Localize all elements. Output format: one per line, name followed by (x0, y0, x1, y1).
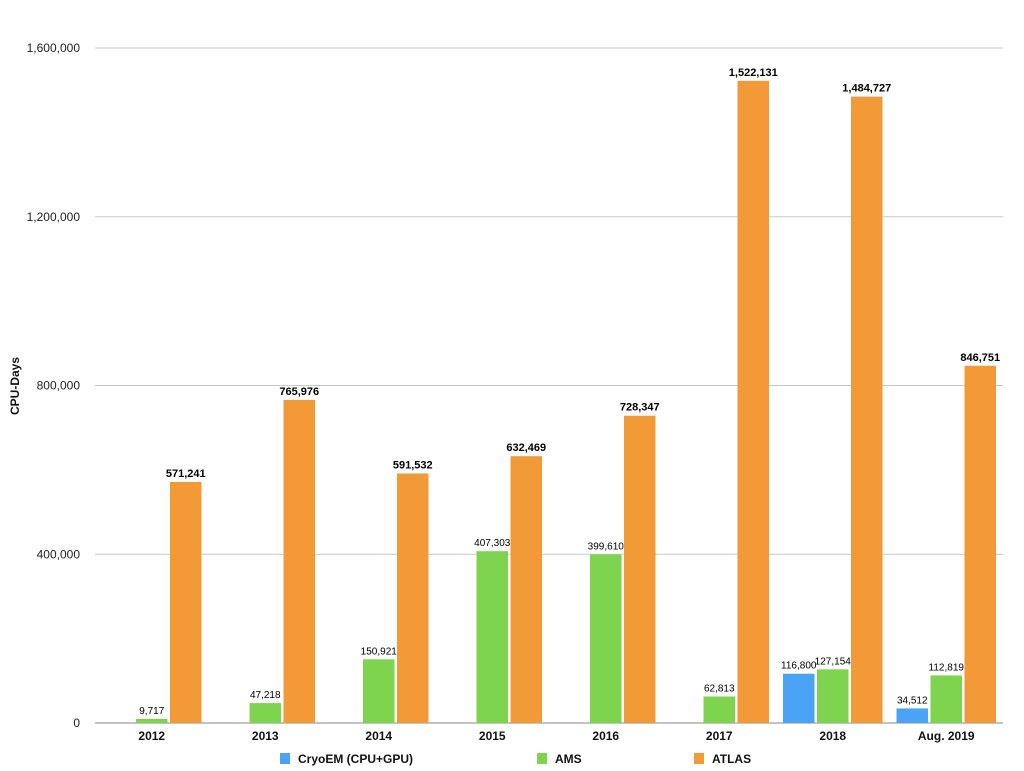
bar-ams-1 (249, 703, 281, 723)
y-tick-label: 400,000 (37, 547, 81, 561)
y-tick-label: 1,200,000 (27, 210, 81, 224)
bar-ams-6 (817, 669, 849, 723)
x-tick-label: 2017 (706, 729, 733, 743)
bar-ams-7 (930, 675, 962, 723)
bar-cryoem-cpu-gpu--6 (783, 673, 815, 723)
data-label: 728,347 (620, 402, 660, 414)
bar-atlas-1 (283, 399, 315, 723)
legend-label: ATLAS (712, 752, 751, 766)
data-label: 112,819 (929, 662, 965, 673)
y-axis-label: CPU-Days (8, 357, 22, 415)
y-tick-label: 0 (73, 716, 80, 730)
data-labels: 9,717 571,241 47,218 765,976 150,921 591,532 4… (139, 67, 1000, 717)
data-label: 571,241 (166, 468, 206, 480)
bar-ams-3 (476, 551, 508, 723)
y-tick-label: 1,600,000 (27, 41, 81, 55)
bar-ams-4 (590, 554, 622, 723)
bar-atlas-4 (624, 415, 656, 723)
legend-swatch (537, 753, 547, 764)
bar-atlas-0 (170, 482, 202, 723)
data-label: 591,532 (393, 459, 433, 471)
data-label: 1,522,131 (729, 67, 778, 79)
data-label: 399,610 (588, 541, 625, 552)
bar-ams-0 (136, 718, 168, 723)
data-label: 407,303 (474, 538, 511, 549)
bars (136, 80, 996, 724)
x-tick-label: 2013 (252, 729, 279, 743)
legend-swatch (280, 753, 290, 764)
data-label: 9,717 (139, 706, 164, 717)
x-axis-ticks: 2012 2013 2014 2015 2016 2017 2018 Aug. 2019 (138, 729, 975, 743)
data-label: 34,512 (897, 695, 928, 706)
legend: CryoEM (CPU+GPU) AMS ATLAS (280, 752, 751, 766)
x-tick-label: 2016 (592, 729, 619, 743)
bar-atlas-6 (851, 96, 883, 723)
bar-ams-2 (363, 659, 395, 723)
data-label: 765,976 (279, 386, 319, 398)
bar-atlas-7 (964, 365, 996, 723)
data-label: 62,813 (704, 684, 735, 695)
legend-swatch (694, 753, 704, 764)
data-label: 1,484,727 (842, 83, 891, 95)
x-tick-label: 2015 (479, 729, 506, 743)
data-label: 150,921 (361, 646, 398, 657)
x-tick-label: 2014 (365, 729, 392, 743)
legend-label: AMS (555, 752, 582, 766)
x-tick-label: Aug. 2019 (918, 729, 975, 743)
data-label: 116,800 (781, 661, 817, 672)
x-tick-label: 2012 (138, 729, 165, 743)
bar-atlas-2 (397, 473, 429, 723)
bar-cryoem-cpu-gpu--7 (896, 708, 928, 723)
bar-atlas-3 (510, 456, 542, 723)
y-tick-label: 800,000 (37, 379, 81, 393)
data-label: 846,751 (960, 352, 1000, 364)
legend-label: CryoEM (CPU+GPU) (298, 752, 413, 766)
bar-ams-5 (703, 696, 735, 723)
data-label: 632,469 (506, 442, 546, 454)
bar-atlas-5 (737, 80, 769, 724)
y-axis-ticks: 0 400,000 800,000 1,200,000 1,600,000 (27, 41, 81, 730)
data-label: 127,154 (815, 656, 852, 667)
x-tick-label: 2018 (819, 729, 846, 743)
data-label: 47,218 (250, 690, 281, 701)
